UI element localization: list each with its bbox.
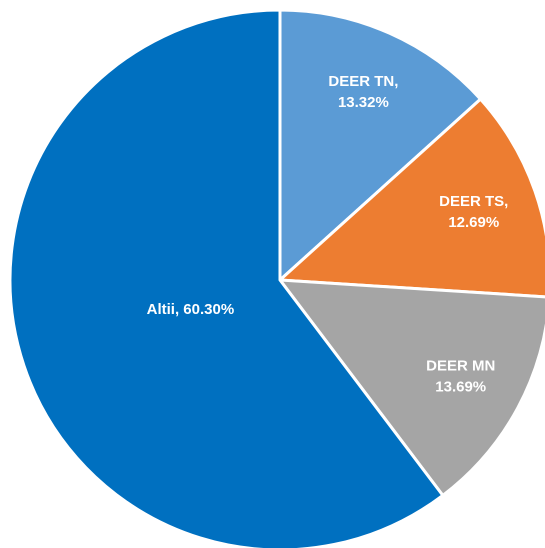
data-label: DEER MN — [426, 358, 495, 375]
data-label: 12.69% — [448, 214, 499, 231]
data-label: 13.32% — [338, 94, 389, 111]
pie-slice — [8, 8, 445, 548]
pie-slice — [278, 97, 545, 299]
pie-slice — [278, 8, 482, 282]
data-label: DEER TN, — [328, 73, 398, 90]
data-label: 13.69% — [435, 379, 486, 396]
data-label: DEER TS, — [439, 193, 508, 210]
data-label: Altii, 60.30% — [147, 301, 235, 318]
pie-slice — [278, 278, 545, 497]
